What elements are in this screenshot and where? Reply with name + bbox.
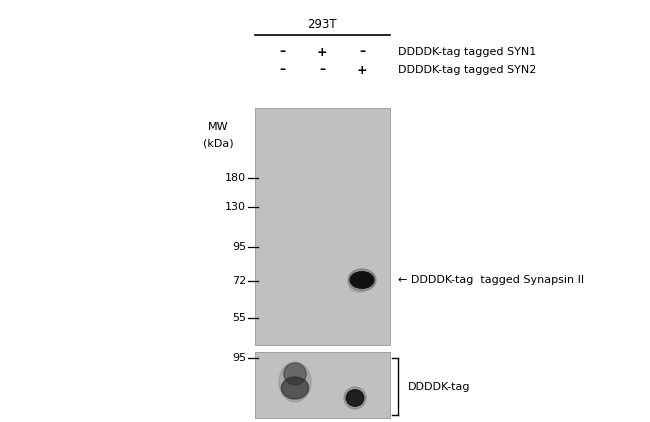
Ellipse shape	[281, 377, 309, 399]
Text: DDDDK-tag tagged SYN1: DDDDK-tag tagged SYN1	[398, 47, 536, 57]
Ellipse shape	[344, 387, 366, 409]
Text: +: +	[357, 63, 367, 76]
Text: –: –	[279, 46, 285, 59]
Bar	[255, 108, 390, 345]
Ellipse shape	[350, 281, 367, 292]
Ellipse shape	[279, 362, 311, 402]
Text: MW: MW	[208, 122, 228, 132]
Text: +: +	[317, 46, 328, 59]
Ellipse shape	[284, 363, 306, 385]
Text: 55: 55	[232, 313, 246, 323]
Text: –: –	[359, 46, 365, 59]
Text: 293T: 293T	[307, 18, 337, 31]
Text: –: –	[319, 63, 325, 76]
Text: ← DDDDK-tag  tagged Synapsin II: ← DDDDK-tag tagged Synapsin II	[398, 275, 584, 285]
Ellipse shape	[346, 390, 364, 406]
Text: DDDDK-tag: DDDDK-tag	[408, 382, 471, 392]
Text: (kDa): (kDa)	[203, 138, 233, 148]
Text: –: –	[279, 63, 285, 76]
Text: 95: 95	[232, 353, 246, 363]
Text: 95: 95	[232, 242, 246, 252]
Text: DDDDK-tag tagged SYN2: DDDDK-tag tagged SYN2	[398, 65, 536, 75]
Text: 72: 72	[232, 276, 246, 286]
Text: 180: 180	[225, 173, 246, 183]
Ellipse shape	[348, 269, 376, 291]
Ellipse shape	[350, 272, 374, 288]
Bar	[255, 352, 390, 418]
Text: 130: 130	[225, 202, 246, 212]
